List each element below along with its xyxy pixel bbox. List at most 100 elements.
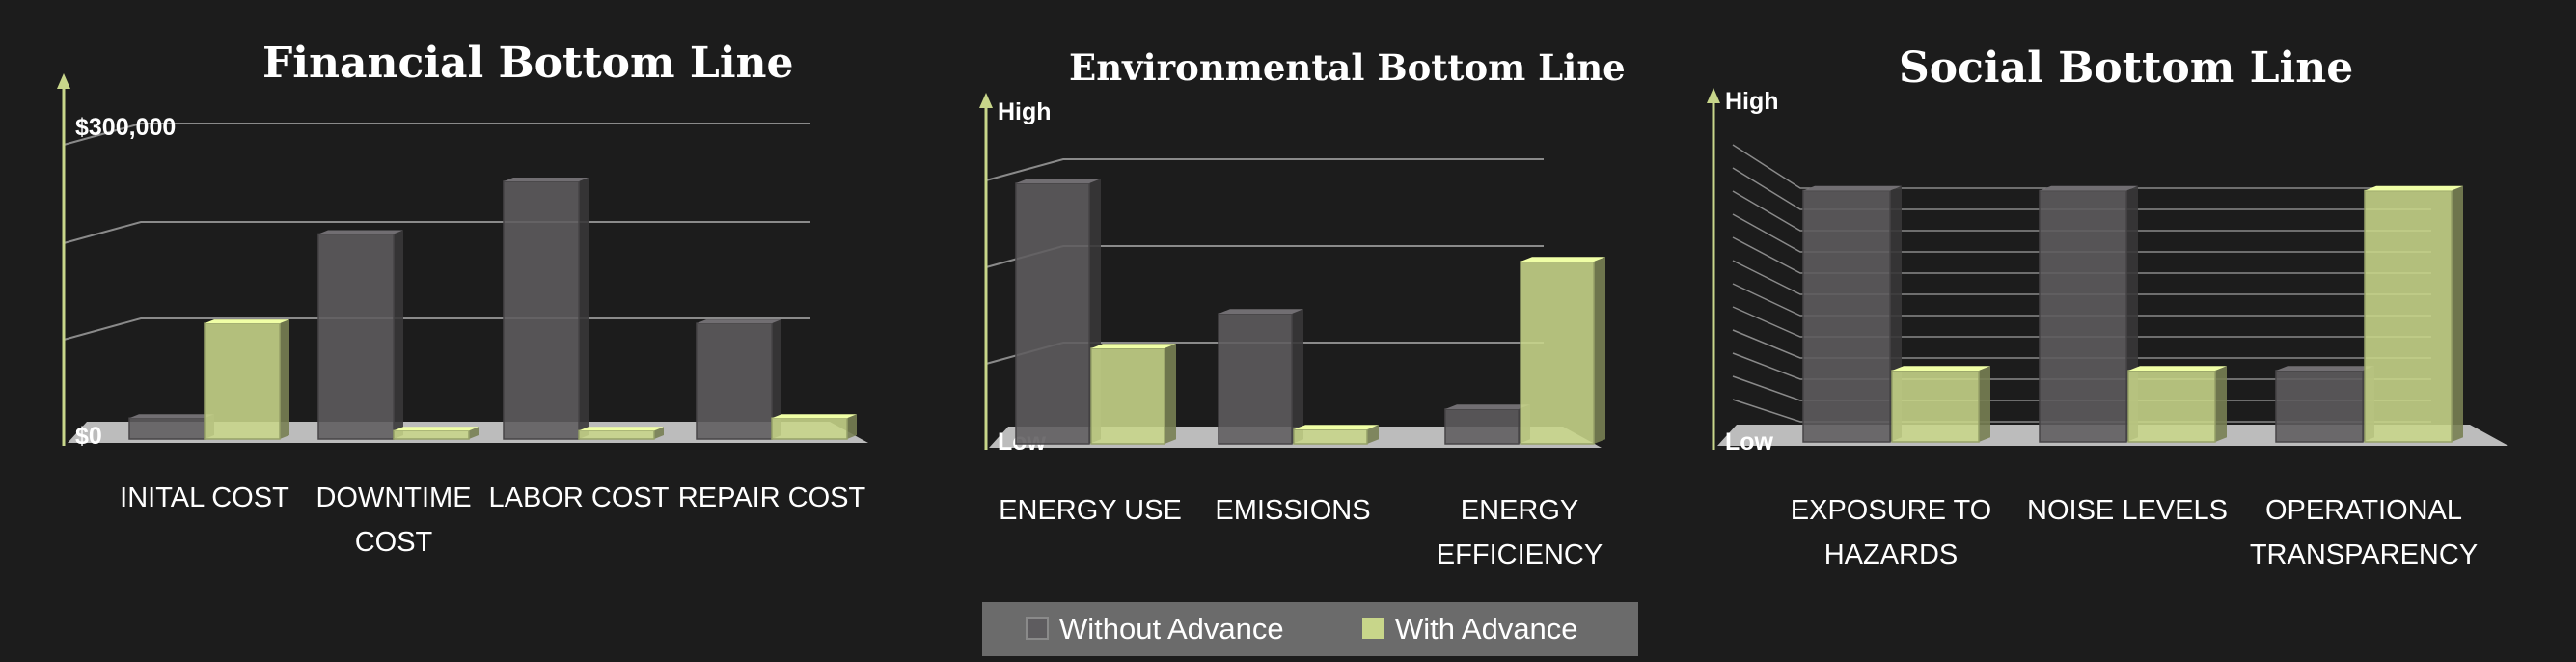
gridline bbox=[1732, 190, 2431, 232]
bar-front bbox=[1015, 182, 1090, 445]
bar-top bbox=[1219, 309, 1303, 314]
bar-without bbox=[1015, 179, 1101, 445]
gridline bbox=[1732, 329, 2431, 359]
bar-side bbox=[1292, 309, 1303, 444]
bar-with bbox=[393, 427, 479, 440]
bar-front bbox=[1090, 347, 1165, 445]
bar-front bbox=[1218, 313, 1293, 445]
y-axis-arrow-icon bbox=[979, 93, 993, 108]
bar-top bbox=[2128, 366, 2227, 371]
x-tick-label: NOISE LEVELS bbox=[2027, 495, 2228, 526]
bar-front bbox=[1293, 428, 1368, 445]
legend-swatch-with bbox=[1362, 618, 1384, 639]
bar-side bbox=[1979, 366, 1990, 442]
y-tick-label: Low bbox=[1725, 428, 1774, 455]
gridline bbox=[1732, 306, 2431, 338]
bar-without bbox=[503, 177, 589, 440]
legend-box bbox=[982, 602, 1638, 656]
legend: Without Advance With Advance bbox=[982, 602, 1638, 656]
x-tick-label: EMISSIONS bbox=[1215, 495, 1370, 526]
y-tick-label: High bbox=[1725, 88, 1779, 115]
bar-top bbox=[1091, 344, 1176, 348]
bar-side bbox=[2215, 366, 2227, 442]
gridline bbox=[1732, 260, 2431, 295]
bar-front bbox=[2127, 370, 2216, 443]
bar-without bbox=[128, 414, 214, 440]
bar-top bbox=[1803, 185, 1902, 191]
bar-without bbox=[1218, 309, 1303, 445]
bar-front bbox=[1444, 408, 1520, 445]
bar-front bbox=[771, 417, 848, 440]
legend-swatch-without bbox=[1026, 617, 1049, 640]
x-tick-label: EFFICIENCY bbox=[1437, 539, 1603, 570]
bar-front bbox=[503, 180, 580, 440]
bar-side bbox=[579, 177, 589, 439]
bar-without bbox=[1802, 185, 1902, 443]
bar-side bbox=[280, 319, 289, 439]
x-tick-label: REPAIR COST bbox=[678, 483, 866, 513]
bar-top bbox=[318, 230, 403, 234]
chart-title: Environmental Bottom Line bbox=[1069, 46, 1626, 89]
gridline bbox=[63, 123, 810, 146]
bar-side bbox=[1594, 257, 1605, 444]
bar-without bbox=[1444, 404, 1530, 445]
financial-chart: Financial Bottom Line $300,000 $0 INITAL CO… bbox=[57, 39, 868, 558]
bar-with bbox=[204, 319, 289, 440]
x-tick-label: LABOR COST bbox=[489, 483, 670, 513]
bar-without bbox=[2275, 366, 2374, 443]
bar-top bbox=[1016, 179, 1101, 183]
x-tick-label: TRANSPARENCY bbox=[2250, 539, 2478, 570]
x-tick-label: OPERATIONAL bbox=[2265, 495, 2462, 526]
bar-with bbox=[578, 427, 664, 440]
bar-side bbox=[394, 230, 403, 439]
gridline bbox=[1732, 213, 2431, 253]
bar-top bbox=[579, 427, 664, 431]
bar-front bbox=[2275, 370, 2364, 443]
bar-without bbox=[317, 230, 403, 440]
y-axis-arrow-icon bbox=[57, 73, 70, 89]
legend-label-with: With Advance bbox=[1395, 612, 1578, 646]
gridline bbox=[63, 221, 810, 244]
bar-top bbox=[1445, 404, 1530, 409]
chart-title: Social Bottom Line bbox=[1899, 43, 2353, 93]
y-axis-arrow-icon bbox=[1707, 88, 1720, 103]
x-tick-label: ENERGY USE bbox=[999, 495, 1182, 526]
bar-without bbox=[696, 319, 781, 440]
bar-front bbox=[578, 429, 655, 440]
bar-top bbox=[1521, 257, 1605, 262]
x-tick-label: DOWNTIME bbox=[315, 483, 471, 513]
bar-top bbox=[772, 414, 857, 419]
bar-top bbox=[1294, 425, 1379, 429]
x-tick-label: INITAL COST bbox=[120, 483, 289, 513]
bar-without bbox=[2039, 185, 2138, 443]
legend-label-without: Without Advance bbox=[1059, 612, 1284, 646]
bar-side bbox=[1165, 344, 1176, 444]
bar-side bbox=[847, 414, 857, 439]
y-tick-label: High bbox=[998, 98, 1052, 125]
x-tick-label: HAZARDS bbox=[1824, 539, 1959, 570]
bar-side bbox=[469, 427, 479, 439]
bar-with bbox=[1891, 366, 1990, 443]
y-tick-label: $0 bbox=[75, 423, 102, 450]
bar-top bbox=[504, 177, 589, 181]
bar-side bbox=[2452, 185, 2463, 442]
gridline bbox=[1732, 236, 2431, 274]
bar-front bbox=[2364, 189, 2453, 443]
bar-front bbox=[204, 322, 281, 440]
gridline bbox=[1732, 167, 2431, 210]
bar-with bbox=[1520, 257, 1605, 445]
x-tick-label: EXPOSURE TO bbox=[1791, 495, 1991, 526]
x-tick-label: COST bbox=[355, 527, 433, 558]
bar-top bbox=[1892, 366, 1990, 371]
bar-top bbox=[205, 319, 289, 324]
bar-top bbox=[129, 414, 214, 419]
bar-top bbox=[697, 319, 781, 324]
bar-top bbox=[394, 427, 479, 431]
bar-top bbox=[2276, 366, 2374, 371]
bar-front bbox=[393, 429, 470, 440]
x-tick-label: ENERGY bbox=[1461, 495, 1578, 526]
social-chart: Social Bottom Line High Low EXPOSURE TO HAZA… bbox=[1707, 43, 2508, 570]
gridline bbox=[985, 158, 1544, 181]
bar-with bbox=[2364, 185, 2463, 443]
